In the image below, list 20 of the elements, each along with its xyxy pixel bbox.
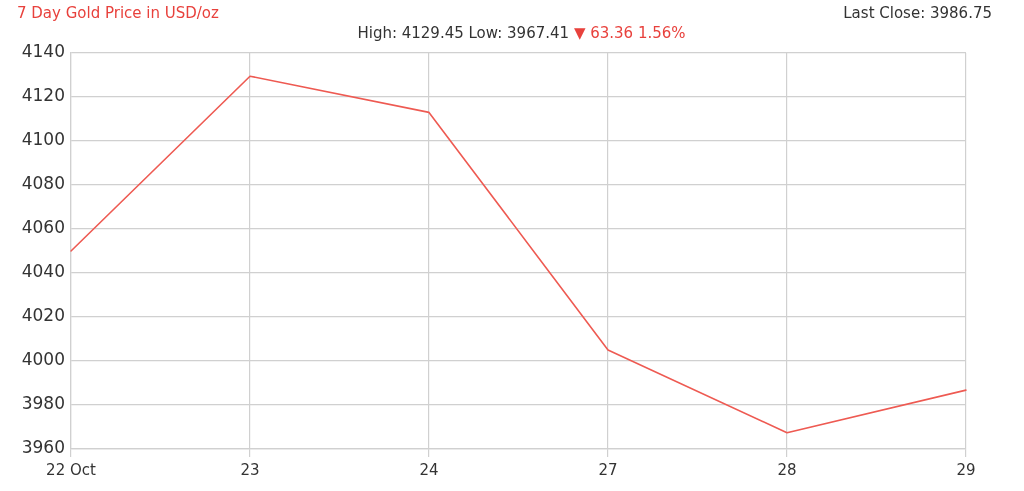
y-tick-label: 3980 — [21, 393, 65, 414]
y-tick-label: 4020 — [21, 305, 65, 326]
y-tick-label: 4040 — [21, 261, 65, 282]
text: Last Close: 3986.75 — [843, 4, 992, 22]
text: ▼ 63.36 1.56% — [573, 24, 686, 42]
y-tick-label: 4080 — [21, 173, 65, 194]
y-tick-label: 4120 — [21, 85, 65, 106]
x-tick-label: 28 — [777, 460, 797, 479]
y-tick-label: 3960 — [21, 437, 65, 458]
y-tick-label: 4140 — [21, 41, 65, 62]
y-tick-label: 4060 — [21, 217, 65, 238]
chart-title: 7 Day Gold Price in USD/oz — [17, 4, 219, 22]
x-tick-label: 24 — [419, 460, 439, 479]
x-tick-label: 23 — [240, 460, 260, 479]
y-tick-label: 4100 — [21, 129, 65, 150]
x-tick-label: 22 Oct — [46, 460, 97, 479]
x-tick-label: 29 — [956, 460, 976, 479]
y-tick-label: 4000 — [21, 349, 65, 370]
x-tick-label: 27 — [598, 460, 618, 479]
chart-subtitle: High: 4129.45 Low: 3967.41 — [357, 24, 570, 42]
